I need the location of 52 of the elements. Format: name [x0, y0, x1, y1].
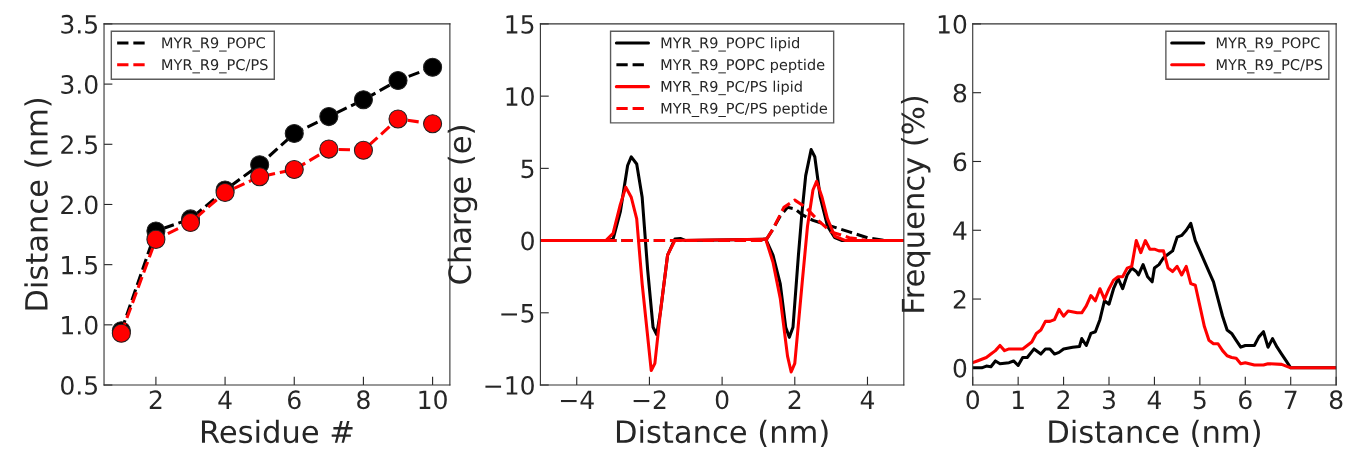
x-tick-label: −2 — [633, 390, 666, 409]
y-tick-label: 3.5 — [61, 14, 97, 34]
x-tick-label: 10 — [419, 390, 447, 410]
y-tick-label: 3.0 — [61, 75, 98, 94]
y-tick-label: −10 — [485, 375, 534, 395]
x-tick-label: 6 — [288, 390, 301, 410]
legend-label: MYR_R9_PC/PS peptide — [661, 102, 828, 117]
y-tick-label: −5 — [501, 304, 534, 323]
x-tick-label: 5 — [1193, 390, 1206, 410]
y-axis-title: Distance (nm) — [24, 98, 52, 310]
legend-label: MYR_R9_POPC lipid — [661, 37, 799, 52]
y-tick-label: 6 — [953, 152, 967, 172]
y-tick-label: 10 — [506, 87, 534, 106]
x-axis-title: Distance (nm) — [1049, 419, 1260, 447]
y-tick-label: 5 — [521, 159, 534, 179]
y-tick-label: 2 — [953, 289, 966, 309]
x-tick-label: −4 — [560, 390, 594, 409]
y-tick-label: 2.5 — [61, 135, 97, 155]
x-tick-label: 7 — [1284, 390, 1297, 409]
x-axis-title: Residue # — [201, 419, 353, 444]
y-tick-label: 1.5 — [62, 255, 97, 275]
y-tick-label: 1.0 — [62, 315, 98, 335]
x-tick-label: 1 — [1012, 390, 1024, 409]
y-axis-title: Charge (e) — [447, 126, 478, 284]
y-axis-title: Frequency (%) — [900, 96, 931, 312]
x-tick-label: 0 — [966, 390, 980, 410]
y-tick-label: 0.5 — [61, 375, 97, 395]
x-axis-title: Distance (nm) — [616, 419, 828, 447]
x-tick-label: 0 — [715, 390, 729, 410]
legend-label: MYR_R9_POPC — [1216, 37, 1320, 52]
legend-label: MYR_R9_POPC — [162, 37, 265, 52]
x-tick-label: 2 — [149, 390, 162, 409]
y-tick-label: 0 — [521, 231, 534, 251]
x-tick-label: 8 — [357, 390, 370, 410]
y-tick-label: 0 — [953, 358, 967, 378]
legend-label: MYR_R9_PC/PS — [1216, 59, 1323, 74]
x-tick-label: 3 — [1102, 390, 1115, 410]
legend-label: MYR_R9_POPC peptide — [661, 58, 825, 74]
x-tick-label: 8 — [1329, 390, 1343, 410]
y-tick-label: 10 — [938, 14, 967, 34]
y-tick-label: 15 — [506, 15, 534, 34]
x-tick-label: 4 — [1147, 390, 1161, 409]
x-tick-label: 2 — [1057, 390, 1070, 409]
x-tick-label: 4 — [218, 390, 232, 409]
y-tick-label: 8 — [953, 83, 967, 103]
x-tick-label: 4 — [860, 390, 875, 409]
x-tick-label: 6 — [1239, 390, 1252, 410]
y-tick-label: 2.0 — [61, 195, 98, 215]
x-tick-label: 2 — [788, 390, 801, 409]
y-tick-label: 4 — [953, 221, 967, 240]
legend-label: MYR_R9_PC/PS lipid — [661, 80, 802, 96]
legend-label: MYR_R9_PC/PS — [162, 59, 268, 74]
